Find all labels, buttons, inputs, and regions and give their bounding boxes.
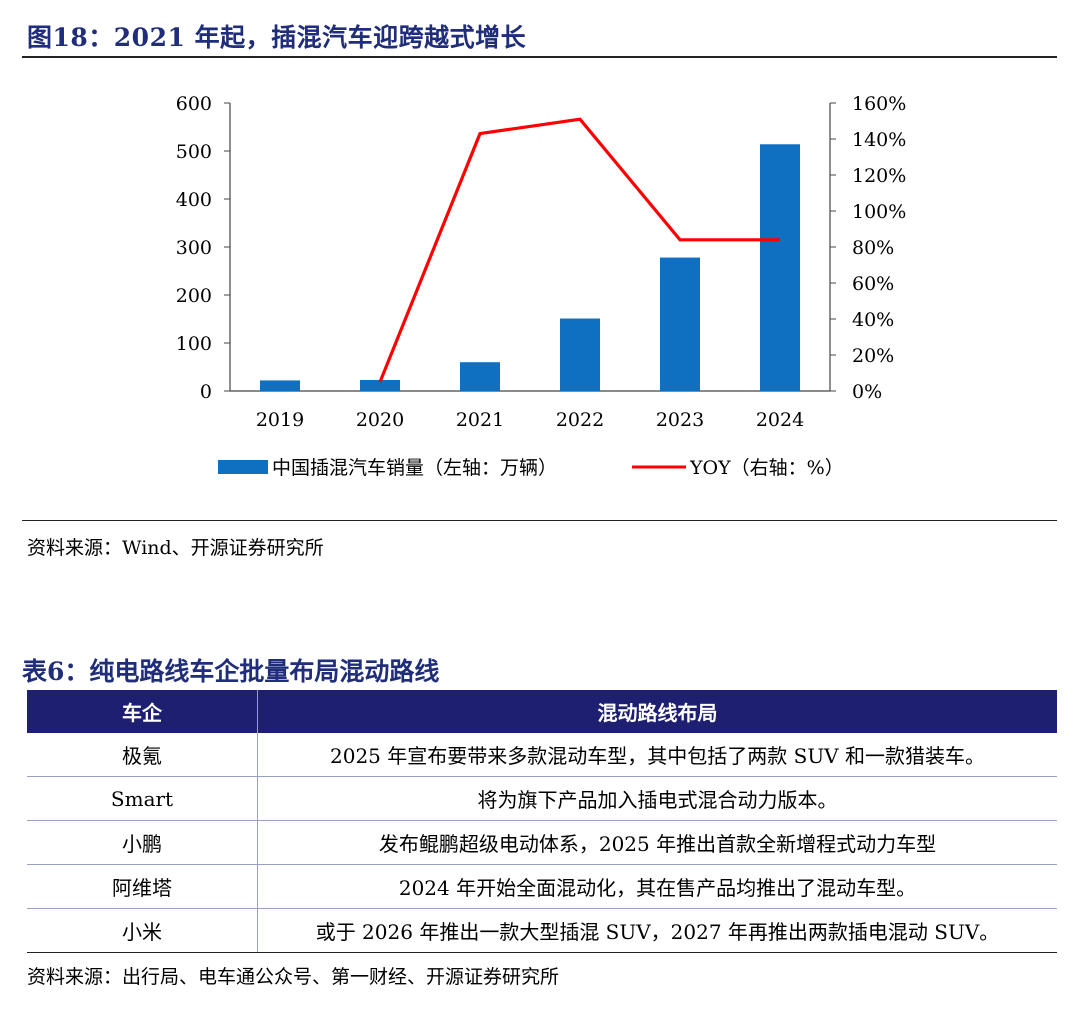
x-tick-label: 2021: [456, 409, 504, 431]
right-tick-label: 60%: [852, 273, 894, 295]
left-tick-label: 600: [176, 93, 212, 115]
bar-2020: [360, 379, 400, 391]
cell-route: 2025 年宣布要带来多款混动车型，其中包括了两款 SUV 和一款猎装车。: [257, 733, 1057, 777]
bar-2019: [260, 380, 300, 391]
figure-bottom-rule: [22, 520, 1057, 521]
table-row: 极氪 2025 年宣布要带来多款混动车型，其中包括了两款 SUV 和一款猎装车。: [27, 733, 1057, 777]
bar-2022: [560, 318, 600, 391]
bar-2023: [660, 257, 700, 391]
x-tick-label: 2024: [756, 409, 804, 431]
cell-route: 2024 年开始全面混动化，其在售产品均推出了混动车型。: [257, 864, 1057, 909]
cell-automaker: 小鹏: [27, 820, 258, 865]
right-tick-label: 0%: [852, 381, 882, 403]
cell-automaker: 小米: [27, 908, 258, 953]
header-hybrid-route: 混动路线布局: [257, 690, 1057, 733]
legend-label-line: YOY（右轴：%）: [689, 457, 844, 479]
title-rule: [22, 56, 1057, 58]
left-tick-label: 300: [176, 237, 212, 259]
figure-source: 资料来源：Wind、开源证券研究所: [27, 537, 324, 559]
right-tick-label: 140%: [852, 129, 906, 151]
table-source: 资料来源：出行局、电车通公众号、第一财经、开源证券研究所: [27, 966, 560, 988]
table-header-row: 车企 混动路线布局: [27, 690, 1057, 733]
table-row: 小米 或于 2026 年推出一款大型插混 SUV，2027 年再推出两款插电混动…: [27, 908, 1057, 953]
right-tick-label: 100%: [852, 201, 906, 223]
cell-route: 或于 2026 年推出一款大型插混 SUV，2027 年再推出两款插电混动 SU…: [257, 908, 1057, 953]
cell-route: 发布鲲鹏超级电动体系，2025 年推出首款全新增程式动力车型: [257, 820, 1057, 865]
bar-2024: [760, 144, 800, 391]
figure-title: 图18：2021 年起，插混汽车迎跨越式增长: [27, 23, 527, 52]
bar-2021: [460, 362, 500, 391]
left-tick-label: 400: [176, 189, 212, 211]
x-tick-label: 2019: [256, 409, 304, 431]
header-automaker: 车企: [27, 690, 258, 733]
table-title: 表6：纯电路线车企批量布局混动路线: [22, 657, 440, 686]
left-tick-label: 100: [176, 333, 212, 355]
left-tick-label: 0: [200, 381, 212, 403]
left-tick-label: 500: [176, 141, 212, 163]
cell-automaker: 阿维塔: [27, 864, 258, 909]
yoy-line: [378, 117, 780, 383]
cell-automaker: Smart: [27, 776, 258, 821]
left-tick-label: 200: [176, 285, 212, 307]
table-row: Smart 将为旗下产品加入插电式混合动力版本。: [27, 776, 1057, 821]
right-tick-label: 40%: [852, 309, 894, 331]
cell-route: 将为旗下产品加入插电式混合动力版本。: [257, 776, 1057, 821]
combo-chart: 0 100 200 300 400 500 600 0% 20% 40% 60% 80% 100% 120…: [176, 93, 907, 479]
cell-automaker: 极氪: [27, 733, 258, 777]
x-tick-label: 2023: [656, 409, 704, 431]
route-table: 车企 混动路线布局 极氪 2025 年宣布要带来多款混动车型，其中包括了两款 S…: [27, 690, 1057, 953]
table-row: 小鹏 发布鲲鹏超级电动体系，2025 年推出首款全新增程式动力车型: [27, 820, 1057, 865]
right-tick-label: 120%: [852, 165, 906, 187]
x-tick-label: 2020: [356, 409, 404, 431]
right-tick-label: 20%: [852, 345, 894, 367]
right-tick-label: 160%: [852, 93, 906, 115]
table-row: 阿维塔 2024 年开始全面混动化，其在售产品均推出了混动车型。: [27, 864, 1057, 909]
legend-swatch-bar: [218, 460, 268, 474]
right-tick-label: 80%: [852, 237, 894, 259]
x-tick-label: 2022: [556, 409, 604, 431]
legend-label-bar: 中国插混汽车销量（左轴：万辆）: [272, 457, 557, 479]
